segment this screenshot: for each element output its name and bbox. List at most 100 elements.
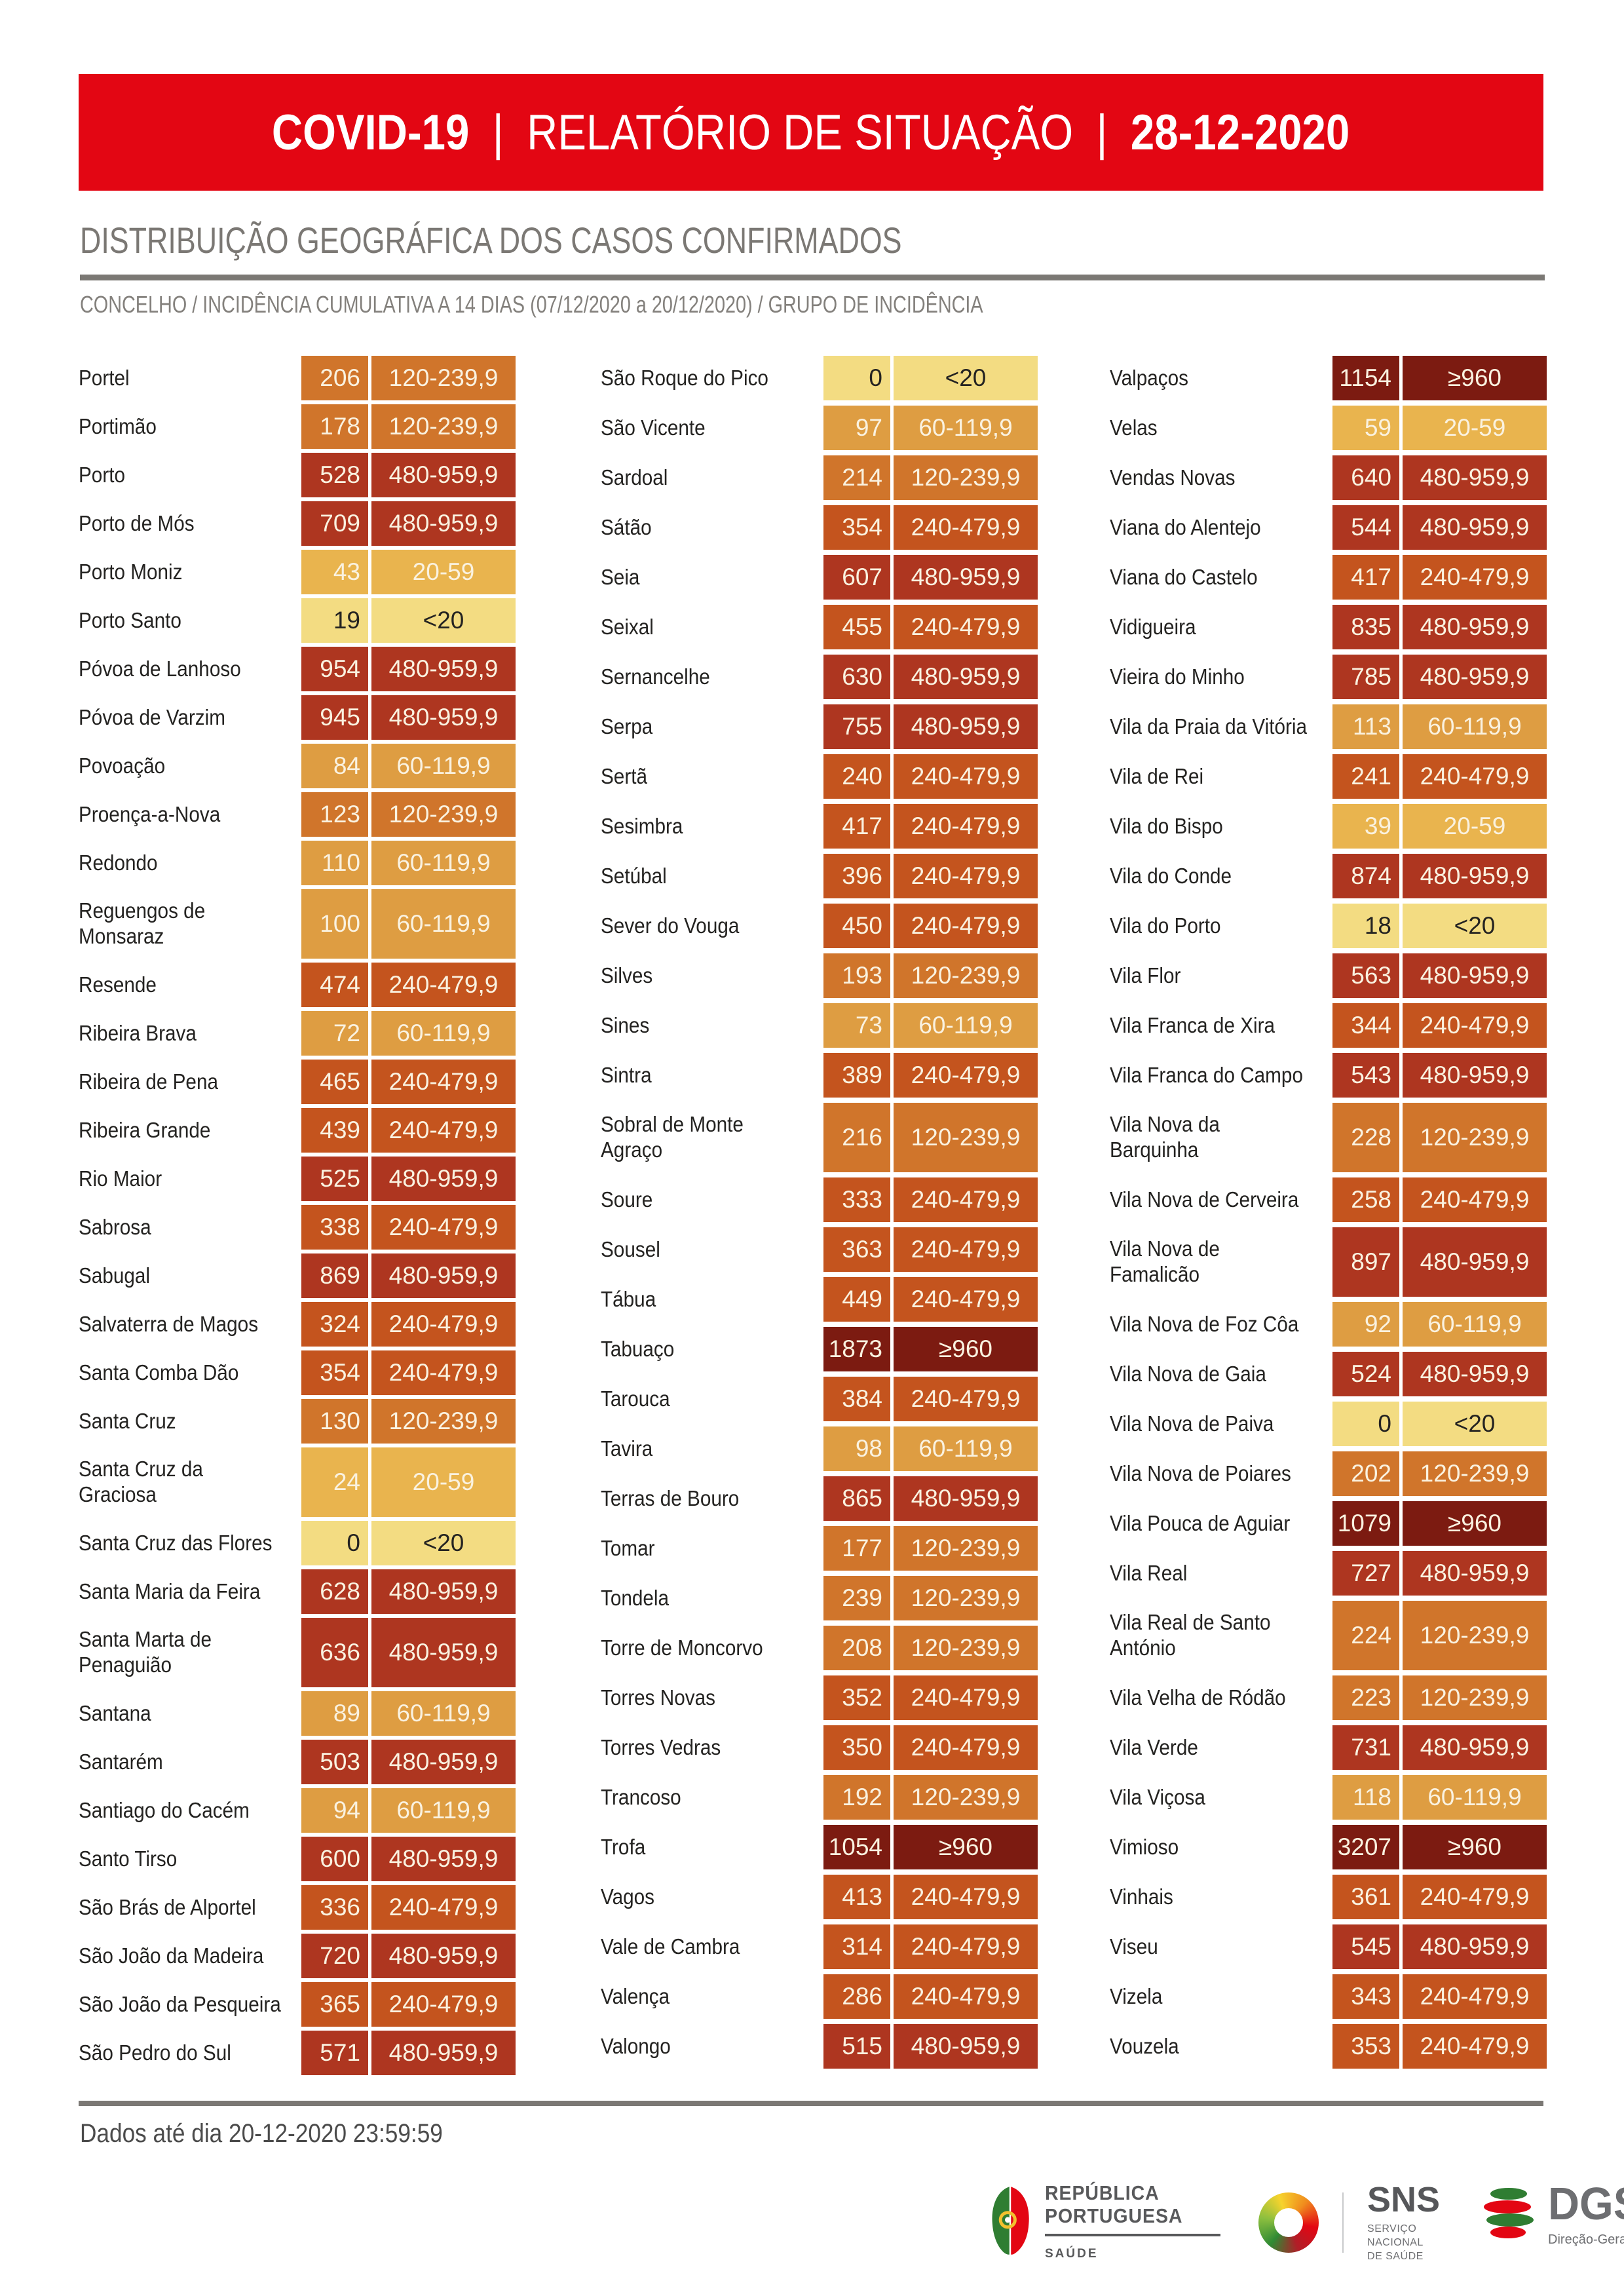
incidence-group-cell: 120-239,9 <box>1403 1103 1547 1172</box>
incidence-value-cell: 361 <box>1332 1875 1399 1919</box>
incidence-value-cell: 353 <box>1332 2024 1399 2069</box>
municipality-name: Santa Cruz da Graciosa <box>79 1447 301 1517</box>
municipality-name-text: Vagos <box>601 1884 655 1909</box>
municipality-name: Sever do Vouga <box>601 904 823 948</box>
incidence-value-cell: 258 <box>1332 1177 1399 1222</box>
municipality-name: Sousel <box>601 1227 823 1272</box>
table-row: Torres Vedras 350 240-479,9 <box>601 1725 1038 1770</box>
table-row: Vila Real de Santo António 224 120-239,9 <box>1110 1601 1547 1670</box>
table-row: Sintra 389 240-479,9 <box>601 1053 1038 1098</box>
municipality-name-text: Vizela <box>1110 1983 1163 2008</box>
municipality-name-text: Santiago do Cacém <box>79 1797 250 1822</box>
table-row: Tabuaço 1873 ≥960 <box>601 1327 1038 1371</box>
incidence-group-cell: 240-479,9 <box>894 1277 1038 1322</box>
table-row: Vila Nova da Barquinha 228 120-239,9 <box>1110 1103 1547 1172</box>
municipality-name: Vila Nova da Barquinha <box>1110 1103 1332 1172</box>
incidence-value-cell: 354 <box>823 505 890 550</box>
table-row: Vizela 343 240-479,9 <box>1110 1974 1547 2019</box>
incidence-value-cell: 363 <box>823 1227 890 1272</box>
incidence-group-cell: 120-239,9 <box>371 404 516 449</box>
incidence-value-cell: 709 <box>301 501 368 546</box>
incidence-group-cell: 480-959,9 <box>1403 854 1547 898</box>
table-row: Porto Santo 19 <20 <box>79 598 516 643</box>
incidence-value-cell: 450 <box>823 904 890 948</box>
table-row: Torres Novas 352 240-479,9 <box>601 1675 1038 1720</box>
municipality-name-text: Sintra <box>601 1062 652 1087</box>
municipality-name-text: Sertã <box>601 763 647 788</box>
municipality-name-text: Porto Moniz <box>79 559 183 584</box>
municipality-name: Póvoa de Varzim <box>79 695 301 740</box>
incidence-group-cell: 240-479,9 <box>371 1108 516 1153</box>
incidence-group-cell: 480-959,9 <box>1403 953 1547 998</box>
incidence-value-cell: 835 <box>1332 605 1399 649</box>
municipality-name: Setúbal <box>601 854 823 898</box>
municipality-name-text: Vila Verde <box>1110 1734 1198 1759</box>
incidence-value-cell: 525 <box>301 1157 368 1201</box>
municipality-name-text: Porto <box>79 462 125 487</box>
table-row: Santa Cruz da Graciosa 24 20-59 <box>79 1447 516 1517</box>
incidence-group-cell: 480-959,9 <box>894 555 1038 600</box>
municipality-name-text: Vila Franca do Campo <box>1110 1062 1303 1087</box>
municipality-name: São Pedro do Sul <box>79 2031 301 2075</box>
municipality-name-text: Vila de Rei <box>1110 763 1204 788</box>
municipality-name: Sertã <box>601 754 823 799</box>
incidence-group-cell: 240-479,9 <box>894 854 1038 898</box>
municipality-name-text: Vidigueira <box>1110 614 1196 639</box>
incidence-group-cell: 240-479,9 <box>894 804 1038 849</box>
municipality-name: Vendas Novas <box>1110 455 1332 500</box>
municipality-name: Vila Pouca de Aguiar <box>1110 1501 1332 1546</box>
incidence-group-cell: <20 <box>894 356 1038 400</box>
municipality-name-text: Tabuaço <box>601 1336 675 1361</box>
municipality-name-text: Porto Santo <box>79 607 181 632</box>
municipality-name: Vila Viçosa <box>1110 1775 1332 1820</box>
municipality-name: Vila Nova de Famalicão <box>1110 1227 1332 1297</box>
municipality-name: Viseu <box>1110 1924 1332 1969</box>
incidence-value-cell: 474 <box>301 963 368 1007</box>
municipality-name: Santana <box>79 1691 301 1736</box>
sns-divider <box>1342 2192 1344 2253</box>
municipality-name-text: Santo Tirso <box>79 1846 178 1871</box>
municipality-name: Sesimbra <box>601 804 823 849</box>
incidence-group-cell: <20 <box>1403 904 1547 948</box>
incidence-value-cell: 869 <box>301 1253 368 1298</box>
table-row: Vila Real 727 480-959,9 <box>1110 1551 1547 1596</box>
municipality-name-text: São Pedro do Sul <box>79 2040 231 2065</box>
table-row: Sardoal 214 120-239,9 <box>601 455 1038 500</box>
table-row: Vendas Novas 640 480-959,9 <box>1110 455 1547 500</box>
incidence-value-cell: 324 <box>301 1302 368 1347</box>
incidence-group-cell: 480-959,9 <box>894 704 1038 749</box>
municipality-name: Valongo <box>601 2024 823 2069</box>
incidence-group-cell: 240-479,9 <box>371 1302 516 1347</box>
incidence-group-cell: 60-119,9 <box>894 1426 1038 1471</box>
incidence-group-cell: 60-119,9 <box>371 1011 516 1056</box>
incidence-group-cell: 480-959,9 <box>894 1476 1038 1521</box>
incidence-group-cell: 240-479,9 <box>894 605 1038 649</box>
table-row: Setúbal 396 240-479,9 <box>601 854 1038 898</box>
incidence-group-cell: ≥960 <box>1403 1501 1547 1546</box>
municipality-name-text: Salvaterra de Magos <box>79 1311 259 1336</box>
incidence-value-cell: 528 <box>301 453 368 497</box>
municipality-name: São Brás de Alportel <box>79 1885 301 1930</box>
table-row: Vila Nova de Paiva 0 <20 <box>1110 1402 1547 1446</box>
incidence-group-cell: 240-479,9 <box>894 1725 1038 1770</box>
incidence-value-cell: 874 <box>1332 854 1399 898</box>
municipality-name: São Vicente <box>601 406 823 450</box>
municipality-name-text: Velas <box>1110 415 1158 440</box>
incidence-group-cell: 480-959,9 <box>371 647 516 691</box>
table-row: Vinhais 361 240-479,9 <box>1110 1875 1547 1919</box>
incidence-group-cell: 120-239,9 <box>894 1103 1038 1172</box>
incidence-group-cell: 240-479,9 <box>1403 1875 1547 1919</box>
incidence-value-cell: 1873 <box>823 1327 890 1371</box>
incidence-value-cell: 84 <box>301 744 368 788</box>
municipality-name-text: Vila Velha de Ródão <box>1110 1685 1286 1710</box>
incidence-group-cell: 240-479,9 <box>894 754 1038 799</box>
municipality-name: Santarém <box>79 1740 301 1784</box>
municipality-name-text: Vila do Conde <box>1110 863 1232 888</box>
municipality-name: Porto <box>79 453 301 497</box>
municipality-name: Tábua <box>601 1277 823 1322</box>
data-cutoff-note: Dados até dia 20-12-2020 23:59:59 <box>80 2119 443 2148</box>
municipality-name-text: Sátão <box>601 514 652 539</box>
municipality-name: Vidigueira <box>1110 605 1332 649</box>
municipality-name: Proença-a-Nova <box>79 792 301 837</box>
